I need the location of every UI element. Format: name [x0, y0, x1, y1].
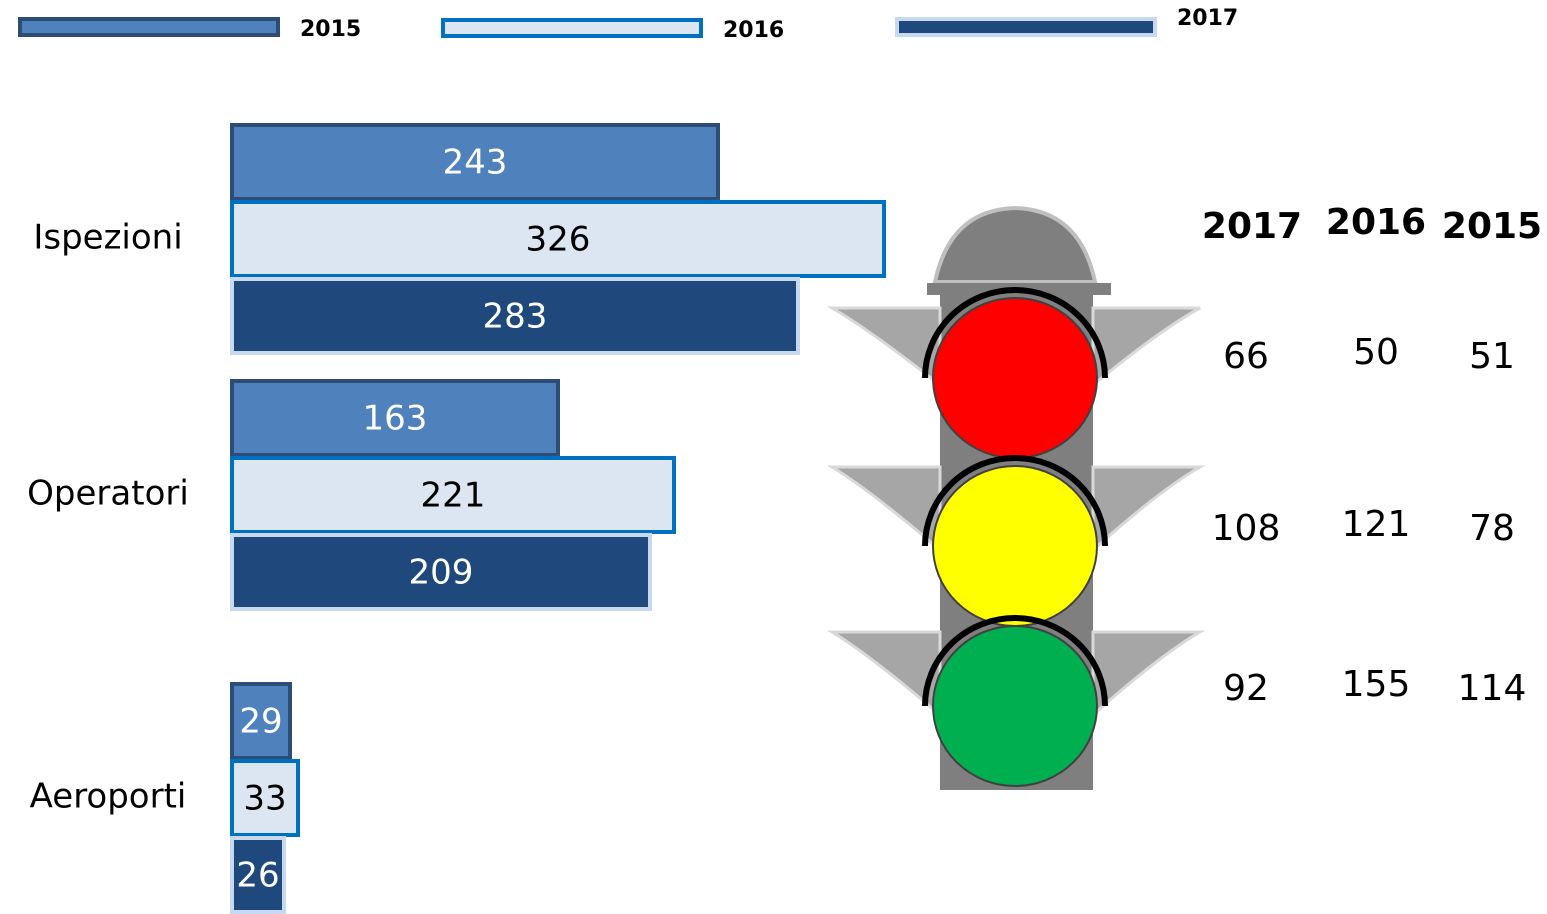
legend-label: 2015 — [300, 17, 361, 42]
table-cell: 51 — [1469, 336, 1515, 377]
table-cell: 114 — [1458, 668, 1527, 709]
table-cell: 121 — [1342, 504, 1411, 545]
bar-value-label: 221 — [421, 476, 486, 516]
infographic: 2015 2016 2017 Ispezioni 243 326 283 Operatori 1… — [0, 0, 1547, 914]
bar-value-label: 29 — [239, 702, 282, 742]
light-hood — [935, 208, 1095, 282]
table-cell: 66 — [1223, 336, 1269, 377]
legend-swatch — [443, 20, 701, 36]
category-label: Aeroporti — [30, 777, 187, 817]
bar-value-label: 326 — [526, 220, 591, 260]
legend-label: 2017 — [1177, 6, 1238, 31]
lamp — [933, 466, 1097, 626]
table-cell: 92 — [1223, 668, 1269, 709]
bar-value-label: 163 — [363, 399, 428, 439]
category-label: Ispezioni — [33, 218, 182, 258]
traffic-light — [832, 208, 1200, 790]
table-cell: 78 — [1469, 508, 1515, 549]
lamp — [933, 298, 1097, 458]
bar-value-label: 243 — [443, 143, 508, 183]
lamps — [925, 290, 1105, 786]
column-header: 2016 — [1326, 202, 1426, 243]
column-header: 2015 — [1442, 206, 1542, 247]
table-cell: 155 — [1342, 664, 1411, 705]
column-header: 2017 — [1202, 206, 1302, 247]
category-label: Operatori — [27, 474, 189, 514]
legend-label: 2016 — [723, 18, 784, 43]
table-cell: 108 — [1212, 508, 1281, 549]
lamp — [933, 626, 1097, 786]
bar-value-label: 283 — [483, 297, 548, 337]
bar-value-label: 26 — [236, 856, 279, 896]
bar-value-label: 209 — [409, 553, 474, 593]
legend-swatch — [20, 19, 278, 35]
table-cell: 50 — [1353, 332, 1399, 373]
bar-value-label: 33 — [243, 779, 286, 819]
legend-swatch — [897, 19, 1155, 35]
